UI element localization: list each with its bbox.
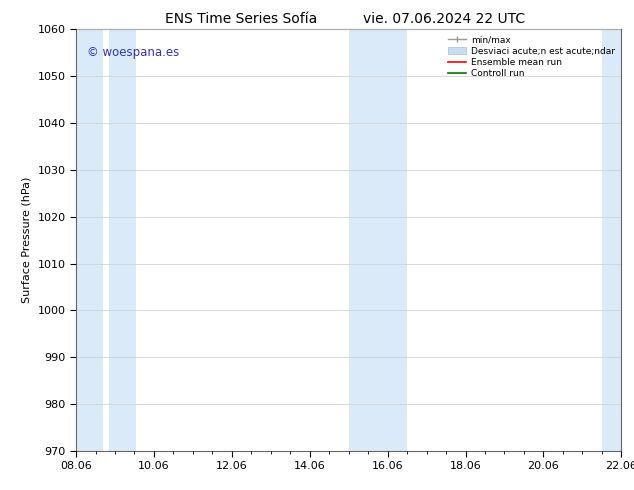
Bar xyxy=(109,29,136,451)
Bar xyxy=(76,29,103,451)
Text: vie. 07.06.2024 22 UTC: vie. 07.06.2024 22 UTC xyxy=(363,12,525,26)
Bar xyxy=(349,29,407,451)
Bar xyxy=(602,29,621,451)
Y-axis label: Surface Pressure (hPa): Surface Pressure (hPa) xyxy=(22,177,32,303)
Text: © woespana.es: © woespana.es xyxy=(87,46,179,59)
Text: ENS Time Series Sofía: ENS Time Series Sofía xyxy=(165,12,317,26)
Legend: min/max, Desviaci acute;n est acute;ndar, Ensemble mean run, Controll run: min/max, Desviaci acute;n est acute;ndar… xyxy=(446,34,617,80)
